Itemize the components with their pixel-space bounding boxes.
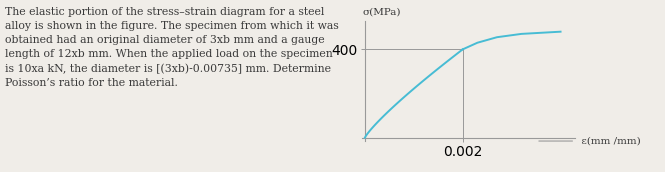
- Text: σ(MPa): σ(MPa): [362, 8, 401, 17]
- Text: ε(mm /mm): ε(mm /mm): [575, 137, 641, 146]
- Text: The elastic portion of the stress–strain diagram for a steel
alloy is shown in t: The elastic portion of the stress–strain…: [5, 7, 339, 88]
